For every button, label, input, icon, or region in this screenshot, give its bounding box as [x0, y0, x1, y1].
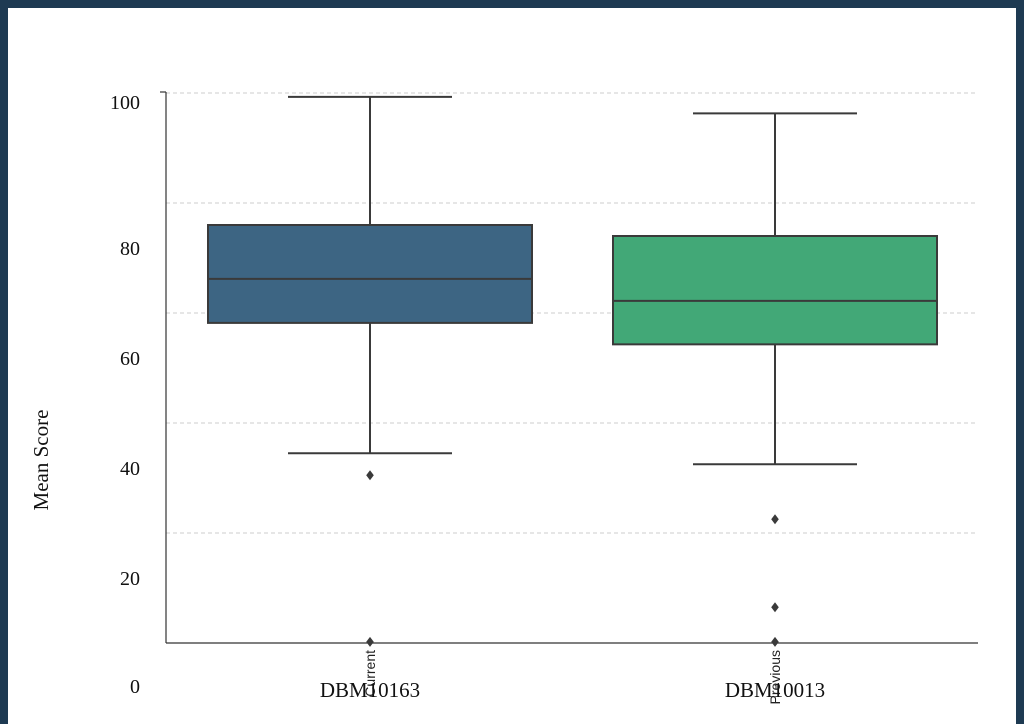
outlier-point	[366, 636, 374, 647]
y-tick-label: 80	[120, 238, 140, 260]
y-tick-labels: 0 20 40 60 80 100	[110, 91, 166, 698]
y-tick-label: 40	[120, 458, 140, 480]
outlier-point	[366, 470, 374, 481]
y-tick-label: 20	[120, 568, 140, 590]
y-tick-label: 100	[110, 92, 140, 114]
iqr-box	[207, 224, 533, 324]
box-group	[612, 112, 938, 647]
boxes	[207, 95, 938, 647]
y-tick-label: 60	[120, 348, 140, 370]
y-axis-title: Mean Score	[29, 410, 53, 511]
box-group	[207, 95, 533, 647]
x-tick-label: DBM10013	[725, 678, 825, 702]
x-tick-label-rotated: Previous	[767, 650, 783, 704]
outlier-point	[771, 514, 779, 525]
x-tick-label-rotated: Current	[362, 650, 378, 697]
iqr-box	[612, 235, 938, 346]
x-tick-label: DBM10163	[320, 678, 420, 702]
outlier-point	[771, 602, 779, 613]
outlier-point	[771, 636, 779, 647]
axes	[165, 92, 978, 644]
y-tick-label: 0	[130, 676, 140, 698]
